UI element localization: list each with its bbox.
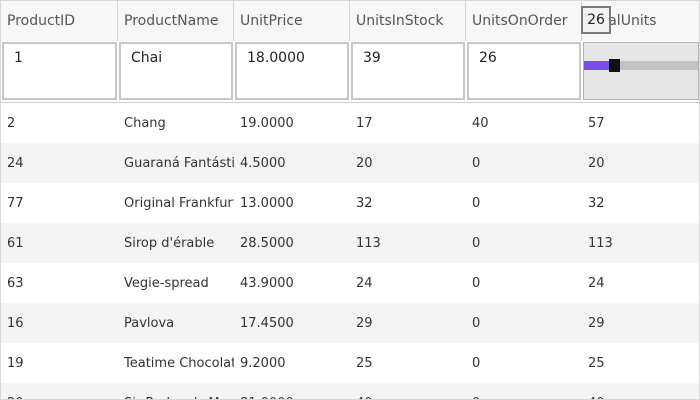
column-header-productname[interactable]: ProductName [118, 1, 234, 41]
unitsonorder-cell: 0 [472, 235, 481, 251]
unitsinstock-cell: 24 [356, 275, 373, 291]
productname-cell: Guaraná Fantástica [124, 155, 234, 171]
productid-cell: 16 [7, 315, 24, 331]
table-row[interactable]: 63 Vegie-spread 43.9000 24 0 24 [1, 263, 699, 303]
table-row[interactable]: 61 Sirop d'érable 28.5000 113 0 113 [1, 223, 699, 263]
unitsonorder-cell: 0 [472, 195, 481, 211]
column-header-productid[interactable]: ProductID [1, 1, 118, 41]
productid-cell: 61 [7, 235, 24, 251]
unitsinstock-edit-field[interactable]: 39 [351, 42, 465, 100]
productid-cell: 19 [7, 355, 24, 371]
slider-thumb[interactable] [609, 59, 620, 72]
productname-cell: Vegie-spread [124, 275, 209, 291]
unitsinstock-cell: 20 [356, 155, 373, 171]
slider-track[interactable] [584, 59, 698, 72]
productid-cell: 63 [7, 275, 24, 291]
table-row[interactable]: 20Sir Rodney's Marmalade81.000040040 [1, 383, 699, 400]
unitprice-cell: 17.4500 [240, 315, 294, 331]
unitprice-cell: 4.5000 [240, 155, 286, 171]
editing-row: 1 Chai 18.0000 39 26 [1, 41, 699, 103]
unitsonorder-edit-field[interactable]: 26 [467, 42, 581, 100]
productname-cell: Chang [124, 115, 166, 131]
productid-edit-field[interactable]: 1 [2, 42, 117, 100]
productid-cell: 77 [7, 195, 24, 211]
productname-edit-field[interactable]: Chai [119, 42, 233, 100]
column-header-unitsinstock[interactable]: UnitsInStock [350, 1, 466, 41]
table-row[interactable]: 24 Guaraná Fantástica 4.5000 20 0 20 [1, 143, 699, 183]
productname-cell: Teatime Chocolate Biscuits [124, 355, 234, 371]
productid-cell: 2 [7, 115, 16, 131]
unitsonorder-cell: 0 [472, 315, 481, 331]
totalunits-cell: 29 [588, 315, 605, 331]
totalunits-slider[interactable] [583, 42, 699, 100]
totalunits-cell: 57 [588, 115, 605, 131]
unitprice-cell: 19.0000 [240, 115, 294, 131]
productname-cell: Original Frankfurter grüne Soße [124, 195, 234, 211]
productname-cell: Sirop d'érable [124, 235, 215, 251]
unitprice-cell: 9.2000 [240, 355, 286, 371]
unitsonorder-cell: 0 [472, 275, 481, 291]
unitsinstock-cell: 25 [356, 355, 373, 371]
slider-fill [584, 61, 609, 70]
unitsinstock-cell: 40 [350, 383, 466, 400]
unitsinstock-cell: 17 [356, 115, 373, 131]
unitprice-cell: 81.0000 [234, 383, 350, 400]
unitsinstock-cell: 32 [356, 195, 373, 211]
table-row[interactable]: 77 Original Frankfurter grüne Soße 13.0000… [1, 183, 699, 223]
unitprice-cell: 13.0000 [240, 195, 294, 211]
slider-value-tooltip: 26 [581, 6, 611, 34]
unitsonorder-cell: 0 [466, 383, 582, 400]
totalunits-cell: 32 [588, 195, 605, 211]
unitsonorder-cell: 40 [472, 115, 489, 131]
productname-cell: Pavlova [124, 315, 175, 331]
totalunits-cell: 20 [588, 155, 605, 171]
column-header-unitsonorder[interactable]: UnitsOnOrder [466, 1, 582, 41]
unitsinstock-cell: 113 [356, 235, 381, 251]
table-row[interactable]: 2 Chang 19.0000 17 40 57 [1, 103, 699, 143]
table-row[interactable]: 19 Teatime Chocolate Biscuits 9.2000 25 0 25 [1, 343, 699, 383]
totalunits-cell: 113 [588, 235, 613, 251]
unitprice-edit-field[interactable]: 18.0000 [235, 42, 349, 100]
totalunits-cell: 25 [588, 355, 605, 371]
unitsonorder-cell: 0 [472, 355, 481, 371]
column-header-unitprice[interactable]: UnitPrice [234, 1, 350, 41]
productid-cell: 24 [7, 155, 24, 171]
totalunits-cell: 40 [582, 383, 699, 400]
unitprice-cell: 28.5000 [240, 235, 294, 251]
productname-cell: Sir Rodney's Marmalade [118, 383, 234, 400]
totalunits-cell: 24 [588, 275, 605, 291]
unitprice-cell: 43.9000 [240, 275, 294, 291]
productid-cell: 20 [1, 383, 118, 400]
table-row[interactable]: 16 Pavlova 17.4500 29 0 29 [1, 303, 699, 343]
unitsonorder-cell: 0 [472, 155, 481, 171]
unitsinstock-cell: 29 [356, 315, 373, 331]
